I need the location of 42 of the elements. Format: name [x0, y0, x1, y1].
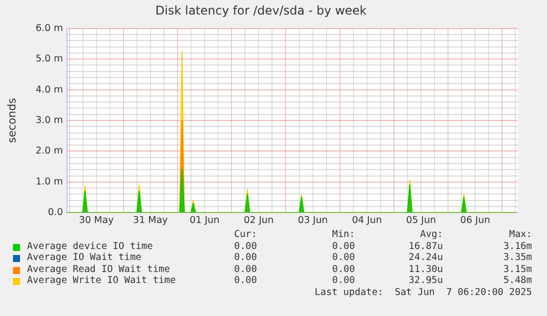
y-tick-label: 1.0 m — [36, 176, 63, 188]
y-tick-label: 4.0 m — [36, 84, 63, 96]
text: 0.00 — [332, 240, 355, 252]
text: 0.00 — [234, 252, 257, 263]
legend-label: Average Write IO Wait time — [27, 275, 176, 286]
x-tick-label: 03 Jun — [298, 214, 328, 226]
text: 3.16m — [503, 240, 532, 252]
text: 0.00 — [234, 240, 257, 252]
y-tick-label: 6.0 m — [36, 22, 63, 34]
text: 16.87u — [408, 240, 443, 252]
text: 0.00 — [234, 275, 257, 286]
x-tick-label: 06 Jun — [460, 214, 490, 226]
text: Last update: Sat Jun 7 06:20:00 2025 — [314, 286, 532, 298]
chart-title: Disk latency for /dev/sda - by week — [155, 3, 367, 18]
y-axis-title: seconds — [5, 98, 18, 143]
text: Cur: — [234, 229, 257, 240]
x-tick-label: 04 Jun — [352, 214, 382, 226]
x-tick-label: 05 Jun — [406, 214, 436, 226]
y-tick-label: 0.0 — [48, 207, 63, 218]
legend-label: Average Read IO Wait time — [27, 264, 170, 274]
x-tick-label: 30 May — [78, 214, 114, 226]
text: 3.35m — [503, 252, 532, 263]
text: 0.00 — [332, 252, 355, 263]
legend-label: Average device IO time — [27, 240, 153, 252]
text: 0.00 — [234, 264, 257, 274]
x-tick-label: 01 Jun — [190, 214, 220, 226]
text: Min: — [332, 229, 355, 240]
legend-label: Average IO Wait time — [27, 252, 142, 263]
x-tick-label: 02 Jun — [244, 214, 274, 226]
y-tick-label: 5.0 m — [36, 54, 63, 65]
text: Max: — [509, 229, 532, 240]
text: 32.95u — [408, 275, 443, 286]
y-tick-label: 2.0 m — [36, 146, 63, 157]
text: 3.15m — [503, 264, 532, 274]
x-tick-label: 31 May — [133, 214, 168, 226]
text: Avg: — [420, 229, 443, 240]
text: 24.24u — [408, 252, 443, 263]
text: 5.48m — [503, 275, 532, 286]
text: 0.00 — [332, 275, 355, 286]
text: 0.00 — [332, 264, 355, 274]
text: 11.30u — [408, 264, 443, 274]
y-tick-label: 3.0 m — [36, 114, 63, 126]
